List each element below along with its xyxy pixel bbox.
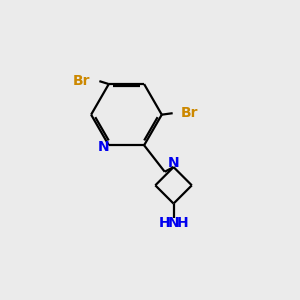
Text: N: N — [98, 140, 109, 154]
Text: H: H — [177, 216, 189, 230]
Text: Br: Br — [73, 74, 91, 88]
Text: H: H — [158, 216, 170, 230]
Text: N: N — [168, 156, 179, 170]
Text: Br: Br — [181, 106, 198, 120]
Text: N: N — [168, 216, 179, 230]
